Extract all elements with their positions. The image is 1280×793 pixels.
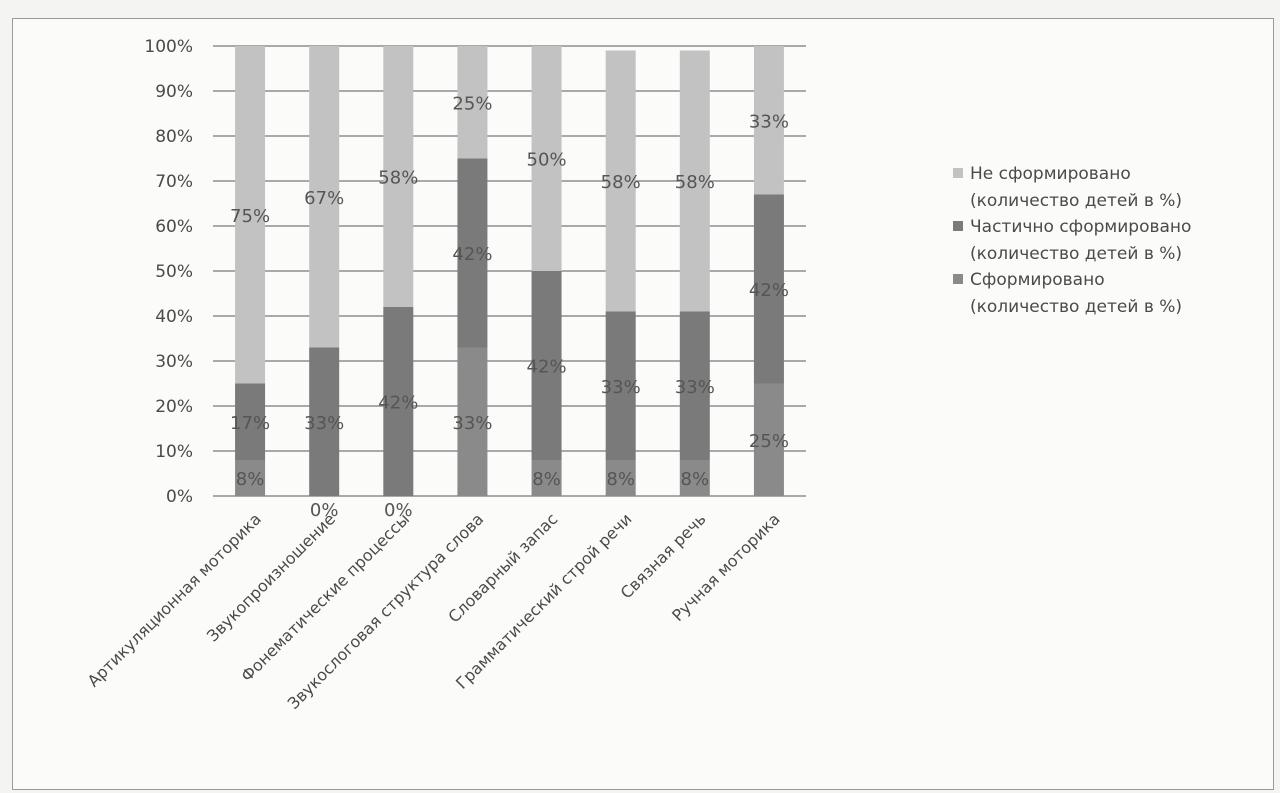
- data-label: 33%: [304, 413, 344, 434]
- data-label: 42%: [378, 393, 418, 414]
- y-tick-label: 10%: [155, 442, 193, 462]
- bar-segment: [753, 383, 784, 496]
- y-tick-label: 0%: [166, 487, 193, 507]
- data-label: 67%: [304, 188, 344, 209]
- bar-segment: [309, 46, 340, 348]
- legend-label: Не сформировано: [970, 164, 1131, 184]
- bar-segment: [383, 307, 414, 496]
- chart-frame: 0% 10% 20% 30% 40% 50% 60% 70% 80% 90% 100% 8% 17% 75…: [12, 18, 1274, 790]
- data-label: 33%: [675, 377, 715, 398]
- data-label: 58%: [378, 168, 418, 189]
- data-label: 8%: [606, 469, 635, 490]
- data-label: 42%: [452, 244, 492, 265]
- bar-segment: [383, 46, 414, 307]
- data-label: 50%: [527, 150, 567, 171]
- data-label: 58%: [675, 172, 715, 193]
- bar-segment: [531, 460, 562, 496]
- data-label: 42%: [527, 357, 567, 378]
- y-tick-label: 60%: [155, 217, 193, 237]
- bar-segment: [235, 46, 266, 384]
- data-label: 42%: [749, 280, 789, 301]
- bar-segment: [309, 347, 340, 496]
- chart-svg: 0% 10% 20% 30% 40% 50% 60% 70% 80% 90% 100% 8% 17% 75…: [84, 37, 1192, 713]
- legend-label-unit: (количество детей в %): [970, 244, 1182, 264]
- bar-segment: [605, 50, 636, 312]
- bar-segment: [679, 460, 710, 496]
- data-label: 58%: [601, 172, 641, 193]
- y-tick-label: 40%: [155, 307, 193, 327]
- data-label: 75%: [230, 206, 270, 227]
- data-label: 25%: [749, 431, 789, 452]
- legend-label-unit: (количество детей в %): [970, 191, 1182, 211]
- bar-segment: [679, 311, 710, 460]
- category-label: Звукопроизношение: [203, 509, 339, 645]
- y-tick-label: 30%: [155, 352, 193, 372]
- bar-segment: [753, 46, 784, 195]
- bar-segment: [457, 158, 488, 348]
- bar-segment: [531, 46, 562, 271]
- y-tick-label: 100%: [144, 37, 193, 57]
- legend-marker: [953, 274, 963, 284]
- legend-label: Сформировано: [970, 270, 1105, 290]
- y-tick-label: 90%: [155, 82, 193, 102]
- data-label: 33%: [452, 413, 492, 434]
- bar-segment: [753, 194, 784, 384]
- data-label: 33%: [749, 111, 789, 132]
- data-label: 33%: [601, 377, 641, 398]
- data-label: 25%: [452, 93, 492, 114]
- legend-marker: [953, 221, 963, 231]
- y-tick-label: 70%: [155, 172, 193, 192]
- legend-label-unit: (количество детей в %): [970, 297, 1182, 317]
- y-tick-label: 80%: [155, 127, 193, 147]
- data-label: 0%: [310, 500, 339, 521]
- bar-segment: [531, 271, 562, 460]
- legend-marker: [953, 168, 963, 178]
- bar-segment: [605, 460, 636, 496]
- data-label: 17%: [230, 413, 270, 434]
- data-label: 8%: [681, 469, 710, 490]
- data-label: 8%: [532, 469, 561, 490]
- bar-segment: [457, 347, 488, 496]
- y-tick-label: 50%: [155, 262, 193, 282]
- bar-segment: [235, 383, 266, 460]
- bar-segment: [457, 46, 488, 159]
- data-label: 8%: [236, 469, 265, 490]
- legend-label: Частично сформировано: [970, 217, 1191, 237]
- bar-segment: [679, 50, 710, 312]
- bar-segment: [235, 460, 266, 496]
- bar-segment: [605, 311, 636, 460]
- data-label: 0%: [384, 500, 413, 521]
- y-tick-label: 20%: [155, 397, 193, 417]
